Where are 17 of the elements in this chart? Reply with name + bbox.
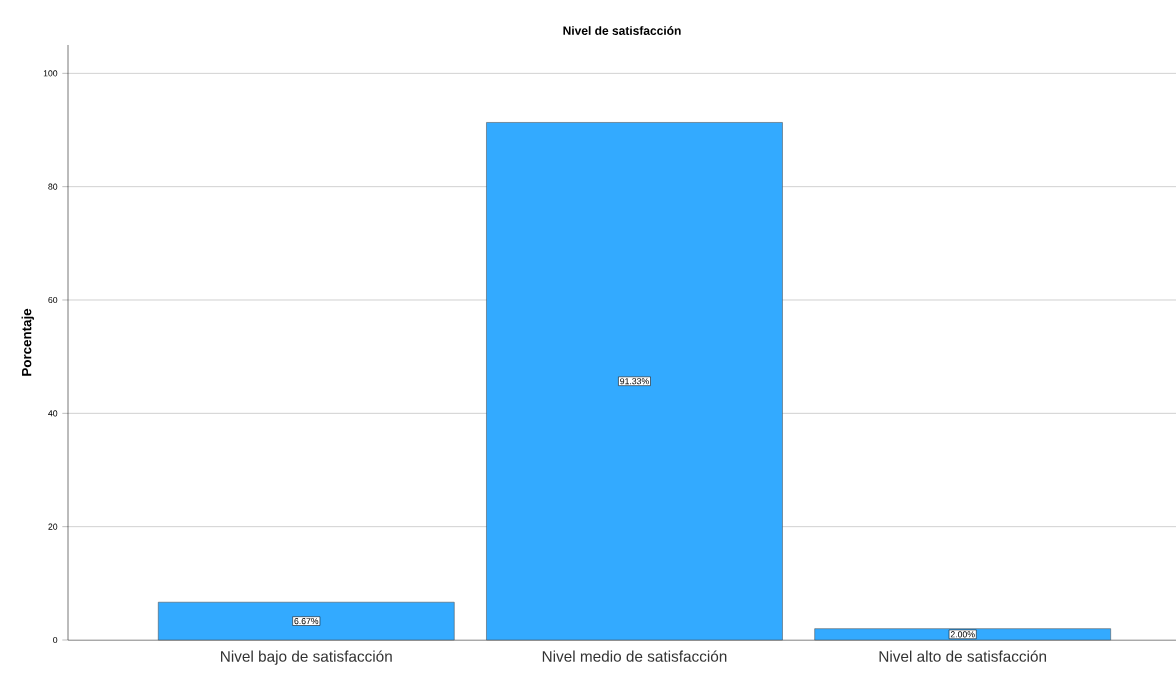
y-tick-label: 80 xyxy=(48,183,58,190)
y-tick-label: 0 xyxy=(53,636,58,644)
x-tick-label: Nivel alto de satisfacción xyxy=(879,650,1047,662)
y-tick-label: 20 xyxy=(48,523,58,530)
chart-title: Nivel de satisfacción xyxy=(563,26,681,35)
x-tick-label: Nivel medio de satisfacción xyxy=(542,650,727,662)
data-label: 91.33% xyxy=(620,378,649,385)
bar xyxy=(814,628,1111,641)
y-tick-label: 40 xyxy=(48,410,58,417)
bar xyxy=(486,122,783,641)
bar xyxy=(158,601,455,641)
x-tick-label: Nivel bajo de satisfacción xyxy=(221,650,392,665)
data-label: 2.00% xyxy=(950,631,975,638)
y-axis-title: Porcentaje xyxy=(21,308,34,376)
data-label: 6.67% xyxy=(294,618,319,625)
y-tick-label: 60 xyxy=(48,296,58,304)
y-tick-label: 100 xyxy=(43,70,58,77)
